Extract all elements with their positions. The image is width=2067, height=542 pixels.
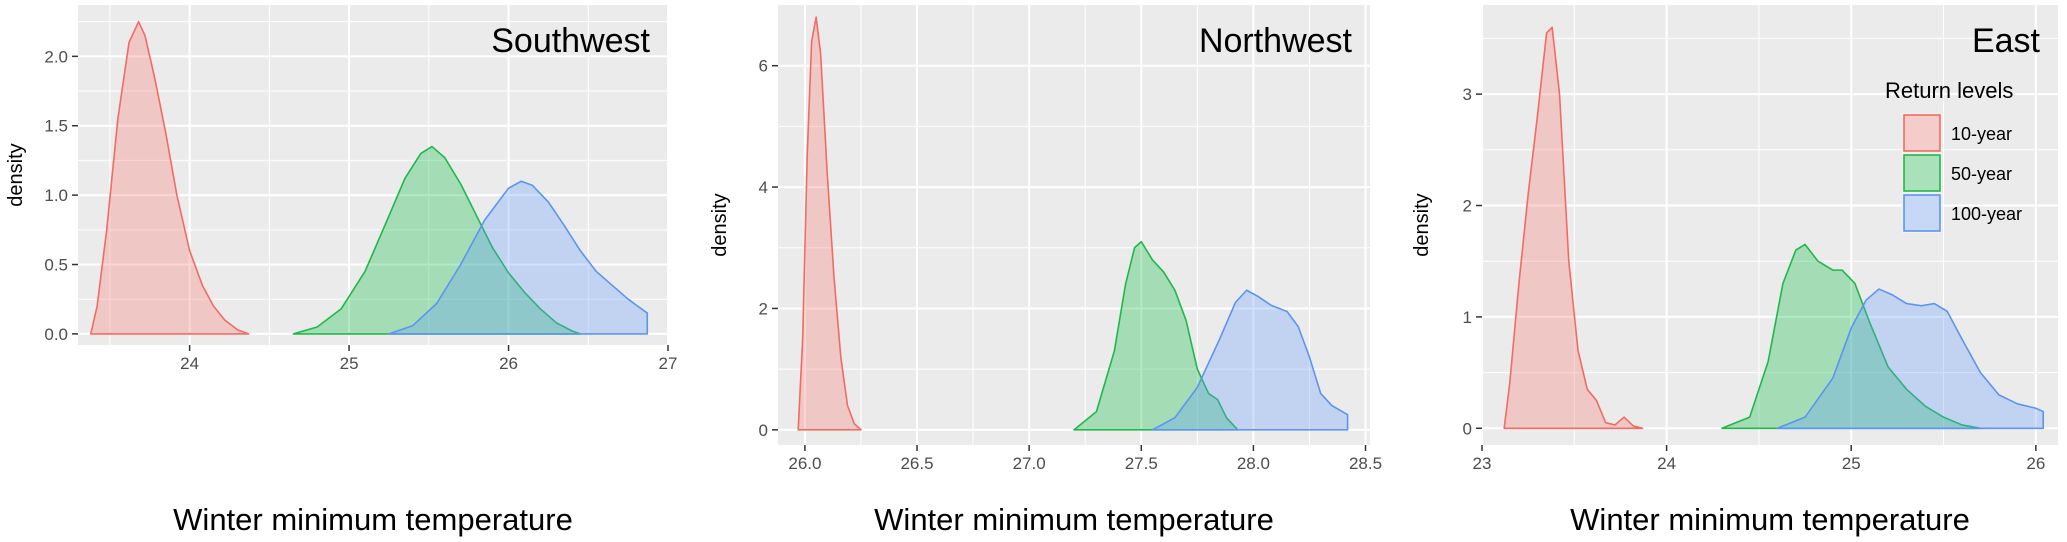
panel-southwest-density-10-year	[89, 20, 250, 335]
panel-east-ytick-label: 3	[1463, 85, 1472, 104]
legend-item-10-year: 10-year	[1902, 113, 2012, 153]
panel-southwest: 24 25 26 27 0.0 0.5 1.0 1.5 2.0 Winter minimum te…	[5, 5, 677, 537]
panel-east-xtick-label: 25	[1842, 454, 1861, 473]
panel-southwest-ytick-label: 0.0	[44, 325, 68, 344]
panel-southwest-density-100-year	[388, 180, 649, 335]
panel-southwest-ytick-label: 0.5	[44, 256, 68, 275]
panel-northwest-density-10-year	[797, 16, 862, 431]
panel-northwest-density-50-year	[1073, 240, 1239, 431]
panel-southwest-xtick-label: 27	[659, 354, 678, 373]
panel-southwest-x-axis-title: Winter minimum temperature	[173, 502, 573, 537]
legend-title: Return levels	[1885, 78, 2013, 103]
panel-southwest-ytick-label: 1.5	[44, 117, 68, 136]
panel-northwest: 26.0 26.5 27.0 27.5 28.0 28.5 0 2 4 6 Winter minim…	[709, 5, 1382, 537]
panel-east-x-axis-title: Winter minimum temperature	[1570, 502, 1970, 537]
panel-southwest-axes: 24 25 26 27 0.0 0.5 1.0 1.5 2.0	[44, 47, 677, 373]
panel-southwest-xtick-label: 26	[499, 354, 518, 373]
panel-northwest-xtick-label: 28.5	[1349, 454, 1382, 473]
panel-northwest-density-100-year	[1151, 289, 1349, 431]
panel-east-xtick-label: 24	[1657, 454, 1676, 473]
panel-northwest-xtick-label: 27.5	[1125, 454, 1158, 473]
panel-east-xtick-label: 26	[2026, 454, 2045, 473]
panel-northwest-xtick-label: 26.0	[788, 454, 821, 473]
panel-northwest-region-label: Northwest	[1199, 22, 1353, 60]
panel-northwest-xtick-label: 26.5	[900, 454, 933, 473]
panel-northwest-ytick-label: 0	[759, 421, 768, 440]
panel-southwest-background	[78, 5, 668, 345]
panel-northwest-xtick-label: 28.0	[1237, 454, 1270, 473]
legend-swatch-10-year	[1903, 114, 1941, 152]
legend-key-background	[1902, 193, 1942, 233]
panel-southwest-ytick-label: 2.0	[44, 47, 68, 66]
panel-east-density-10-year	[1503, 26, 1644, 430]
legend-key-background	[1902, 153, 1942, 193]
panel-east-region-label: East	[1972, 22, 2041, 60]
panel-east-xtick-label: 23	[1473, 454, 1492, 473]
panel-northwest-x-axis-title: Winter minimum temperature	[874, 502, 1274, 537]
panel-east-ytick-label: 1	[1463, 308, 1472, 327]
legend-key-background	[1902, 113, 1942, 153]
panel-northwest-y-axis-title: density	[709, 193, 731, 256]
legend: Return levels 10-year 50-year 100-year	[1885, 78, 2022, 233]
panel-east-density-50-year	[1721, 243, 1982, 430]
panel-southwest-xtick-label: 24	[180, 354, 199, 373]
panel-southwest-ytick-label: 1.0	[44, 186, 68, 205]
panel-southwest-density-50-year	[292, 145, 582, 335]
panel-southwest-xtick-label: 25	[340, 354, 359, 373]
panel-northwest-grid	[778, 5, 1370, 445]
panel-northwest-background	[778, 5, 1370, 445]
legend-label-10-year: 10-year	[1951, 124, 2012, 144]
panel-east-ytick-label: 2	[1463, 197, 1472, 216]
panel-southwest-y-axis-title: density	[5, 143, 27, 206]
legend-swatch-100-year	[1903, 194, 1941, 232]
panel-east-background	[1482, 5, 2058, 445]
panel-northwest-ytick-label: 4	[759, 178, 768, 197]
panel-northwest-ytick-label: 6	[759, 57, 768, 76]
legend-swatch-50-year	[1903, 154, 1941, 192]
panel-east-ytick-label: 0	[1463, 419, 1472, 438]
panel-northwest-axes: 26.0 26.5 27.0 27.5 28.0 28.5 0 2 4 6	[759, 57, 1383, 473]
legend-item-100-year: 100-year	[1902, 193, 2022, 233]
panel-east-y-axis-title: density	[1411, 193, 1433, 256]
panel-southwest-region-label: Southwest	[491, 22, 650, 60]
panel-east-density-100-year	[1776, 288, 2045, 430]
panel-northwest-ytick-label: 2	[759, 299, 768, 318]
panel-northwest-xtick-label: 27.0	[1013, 454, 1046, 473]
legend-item-50-year: 50-year	[1902, 153, 2012, 193]
legend-label-100-year: 100-year	[1951, 204, 2022, 224]
legend-label-50-year: 50-year	[1951, 164, 2012, 184]
